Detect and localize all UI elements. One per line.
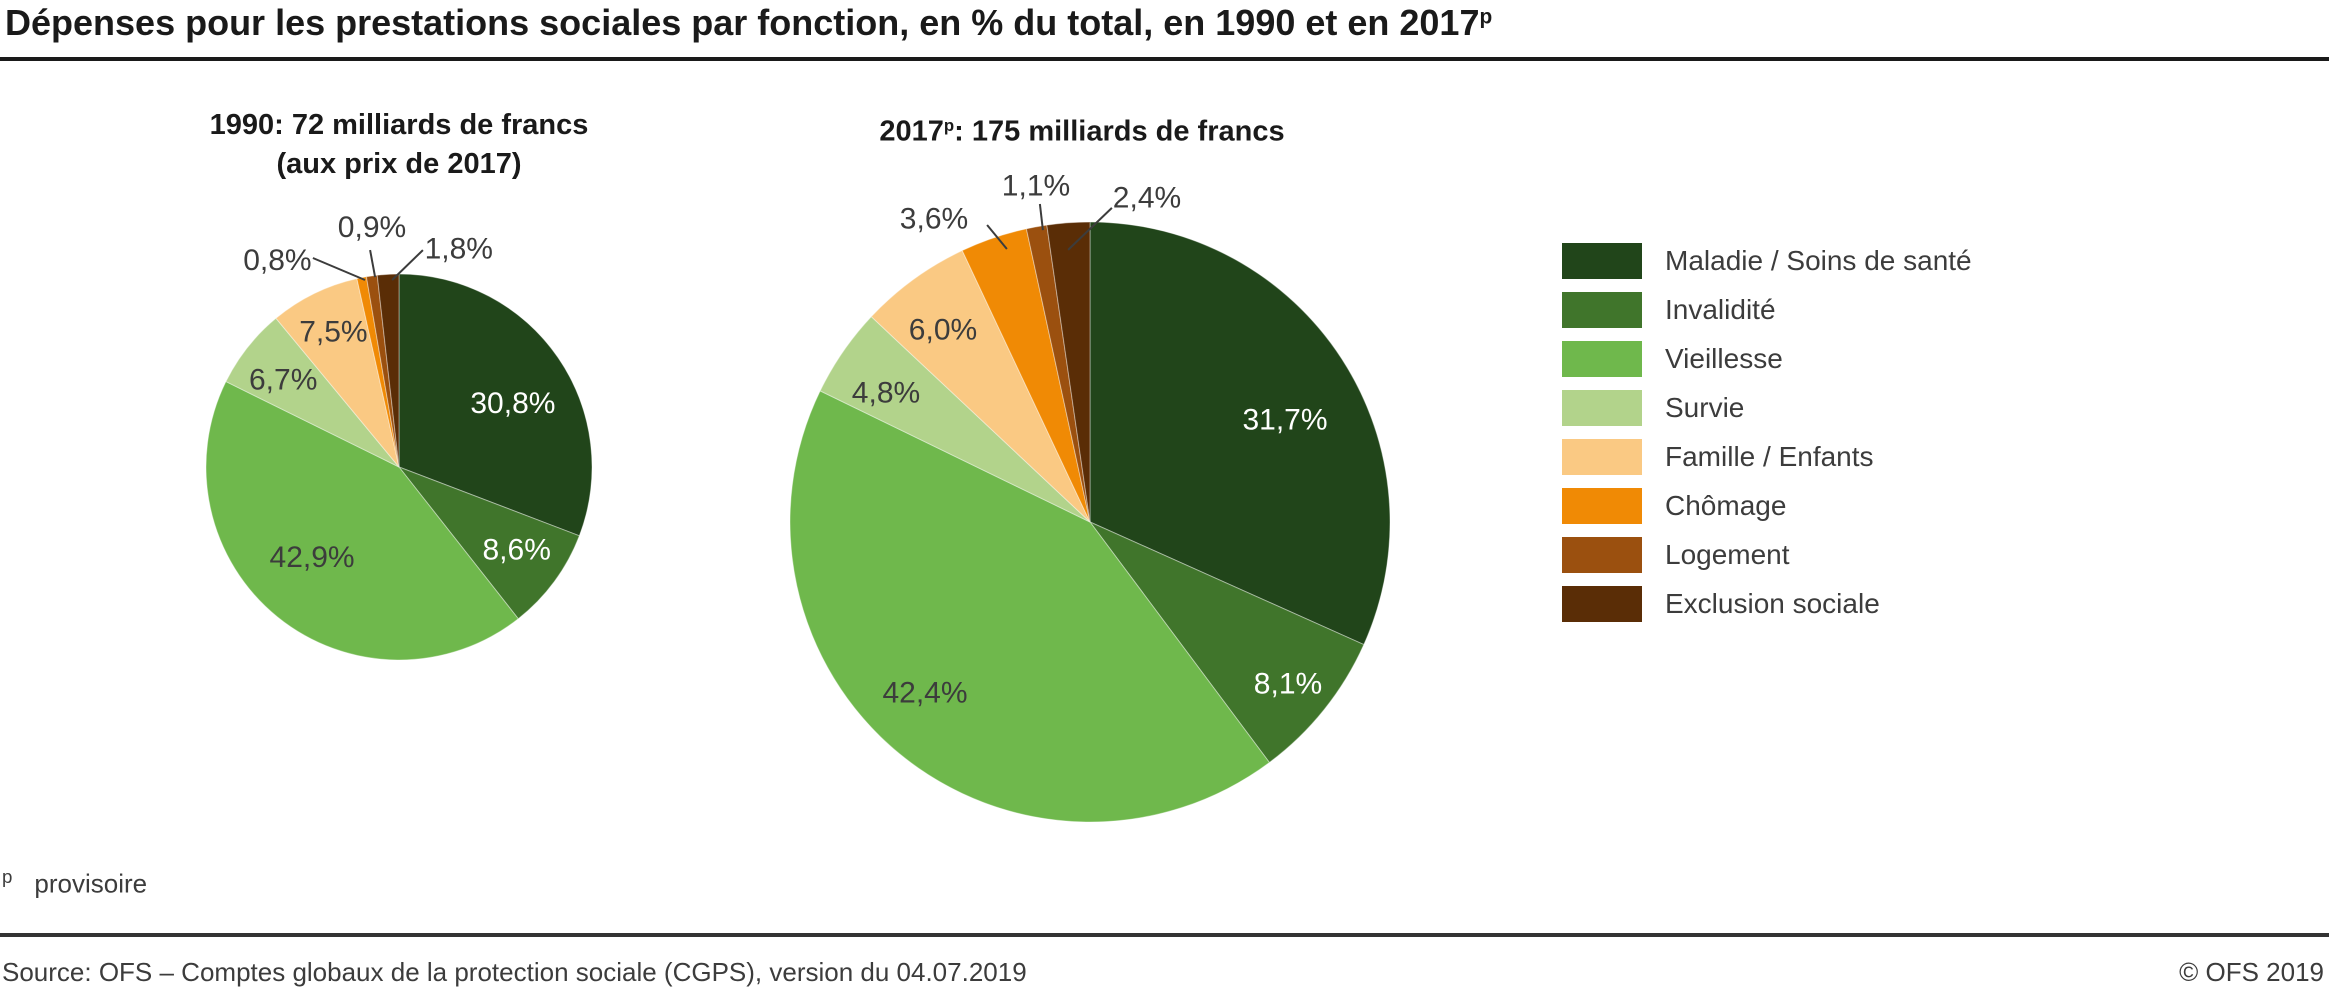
pie-2017-slice-logement xyxy=(1025,224,1091,523)
pie-2017-slice-famille xyxy=(870,249,1091,523)
pie-1990-label-survie: 6,7% xyxy=(249,364,317,397)
footnote: p provisoire xyxy=(2,866,147,899)
pie-1990-label-maladie: 30,8% xyxy=(470,387,555,420)
legend: Maladie / Soins de santé Invalidité Vieill… xyxy=(1562,243,1972,635)
pie-1990-label-vieillesse: 42,9% xyxy=(270,541,355,574)
page-title-text: Dépenses pour les prestations sociales p… xyxy=(5,2,1480,43)
legend-label-invalidite: Invalidité xyxy=(1665,294,1776,325)
pie-2017-slice-chomage xyxy=(961,228,1091,523)
pie-2017-slice-survie xyxy=(819,315,1091,523)
legend-label-exclusion: Exclusion sociale xyxy=(1665,588,1880,619)
legend-item-logement: Logement xyxy=(1562,537,1972,573)
legend-item-maladie: Maladie / Soins de santé xyxy=(1562,243,1972,279)
legend-item-invalidite: Invalidité xyxy=(1562,292,1972,328)
footer-rule xyxy=(0,933,2329,937)
pie-1990-slice-logement xyxy=(365,274,400,468)
pie-1990-label-logement: 0,9% xyxy=(338,211,406,244)
footnote-text: provisoire xyxy=(34,868,148,899)
legend-swatch-chomage xyxy=(1562,488,1642,524)
pie-2017-slice-vieillesse xyxy=(789,390,1271,823)
legend-swatch-exclusion xyxy=(1562,586,1642,622)
legend-item-exclusion: Exclusion sociale xyxy=(1562,586,1972,622)
pie-2017-label-famille: 6,0% xyxy=(909,314,977,347)
pie-2017-title-suffix: : 175 milliards de francs xyxy=(954,115,1285,148)
pie-2017-label-exclusion: 2,4% xyxy=(1113,182,1181,215)
legend-label-famille: Famille / Enfants xyxy=(1665,441,1874,472)
page-title: Dépenses pour les prestations sociales p… xyxy=(5,2,1492,44)
pie-1990-label-famille: 7,5% xyxy=(299,315,367,348)
title-rule xyxy=(0,57,2329,61)
legend-label-logement: Logement xyxy=(1665,539,1790,570)
page-title-superscript: p xyxy=(1479,5,1493,29)
legend-item-chomage: Chômage xyxy=(1562,488,1972,524)
pie-1990-slice-famille xyxy=(275,278,400,468)
pie-1990-title-line2: (aux prix de 2017) xyxy=(276,148,522,180)
pie-2017-slice-exclusion xyxy=(1046,221,1091,523)
pie-1990-slice-maladie xyxy=(398,273,593,537)
footer-source: Source: OFS – Comptes globaux de la prot… xyxy=(2,957,1027,987)
pie-2017-label-chomage: 3,6% xyxy=(900,203,968,236)
legend-label-vieillesse: Vieillesse xyxy=(1665,343,1783,374)
legend-swatch-maladie xyxy=(1562,243,1642,279)
pie-1990-title: 1990: 72 milliards de francs (aux prix d… xyxy=(99,106,699,184)
footer-copyright: © OFS 2019 xyxy=(2179,957,2324,987)
pie-1990-label-exclusion: 1,8% xyxy=(425,232,493,265)
pie-1990-leader-chomage xyxy=(312,257,366,281)
pie-1990-title-line1: 1990: 72 milliards de francs xyxy=(209,109,589,141)
pie-2017-leader-chomage xyxy=(986,224,1008,250)
pie-1990-label-invalidite: 8,6% xyxy=(483,534,551,567)
legend-item-vieillesse: Vieillesse xyxy=(1562,341,1972,377)
pie-1990-leader-exclusion xyxy=(391,249,424,281)
legend-swatch-survie xyxy=(1562,390,1642,426)
pie-2017-leader-logement xyxy=(1038,203,1044,231)
pie-1990-slice-invalidite xyxy=(397,465,580,620)
legend-item-famille: Famille / Enfants xyxy=(1562,439,1972,475)
pie-1990-label-chomage: 0,8% xyxy=(243,244,311,277)
pie-2017-leader-exclusion xyxy=(1067,207,1113,251)
legend-label-survie: Survie xyxy=(1665,392,1745,423)
legend-swatch-logement xyxy=(1562,537,1642,573)
legend-label-maladie: Maladie / Soins de santé xyxy=(1665,245,1972,276)
pie-1990-leader-logement xyxy=(369,249,377,278)
footnote-marker: p xyxy=(2,866,13,887)
pie-2017-slice-maladie xyxy=(1089,221,1391,646)
pie-2017-title-superscript: p xyxy=(943,116,955,135)
pie-2017-label-invalidite: 8,1% xyxy=(1254,668,1322,701)
pie-2017-label-logement: 1,1% xyxy=(1002,170,1070,203)
pie-2017-title: 2017p: 175 milliards de francs xyxy=(782,106,1382,151)
legend-swatch-invalidite xyxy=(1562,292,1642,328)
pie-2017-label-vieillesse: 42,4% xyxy=(882,677,967,710)
legend-swatch-vieillesse xyxy=(1562,341,1642,377)
pie-1990-slice-survie xyxy=(225,317,400,468)
legend-item-survie: Survie xyxy=(1562,390,1972,426)
pie-2017-slice-invalidite xyxy=(1088,520,1365,764)
legend-label-chomage: Chômage xyxy=(1665,490,1787,521)
pie-2017-label-maladie: 31,7% xyxy=(1242,404,1327,437)
legend-swatch-famille xyxy=(1562,439,1642,475)
pie-1990-slice-vieillesse xyxy=(205,380,519,661)
pie-2017-label-survie: 4,8% xyxy=(852,377,920,410)
pie-2017-title-text: 2017 xyxy=(879,115,944,148)
